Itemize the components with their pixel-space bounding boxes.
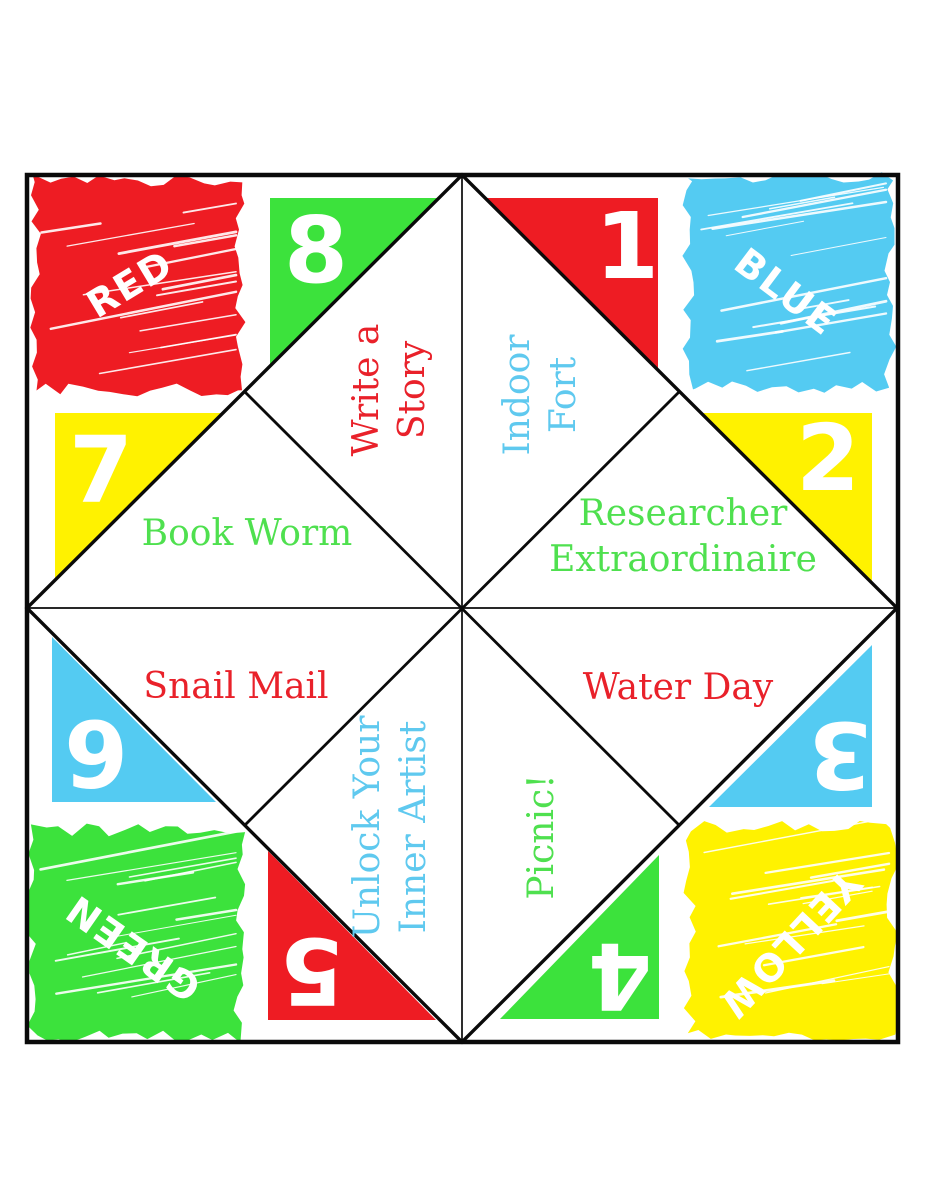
activity-researcher-extraordinaire: Researcher Extraordinaire [549, 493, 817, 580]
number-7: 7 [68, 417, 134, 524]
number-3: 3 [807, 701, 873, 808]
triangle-number-4 [500, 855, 659, 1019]
activity-water-day: Water Day [582, 667, 774, 708]
activity-picnic: Picnic! [521, 774, 562, 900]
number-1: 1 [594, 193, 660, 300]
triangle-number-6 [52, 637, 216, 802]
triangle-number-5 [268, 851, 436, 1020]
green-scribble-patch [26, 823, 246, 1043]
activity-unlock-your-inner-artist: Unlock Your Inner Artist [347, 715, 434, 939]
number-2: 2 [795, 405, 861, 512]
triangle-number-3 [709, 645, 872, 807]
activity-indoor-fort: Indoor Fort [497, 334, 584, 456]
blue-scribble-patch [682, 172, 897, 393]
activity-snail-mail: Snail Mail [143, 666, 329, 707]
number-8: 8 [283, 197, 349, 304]
red-scribble-patch [30, 174, 246, 397]
yellow-scribble-patch [683, 821, 898, 1041]
activity-write-a-story: Write a Story [346, 323, 433, 457]
activity-book-worm: Book Worm [141, 513, 353, 554]
number-5: 5 [279, 917, 345, 1024]
number-4: 4 [587, 922, 653, 1029]
number-6: 6 [63, 699, 129, 806]
